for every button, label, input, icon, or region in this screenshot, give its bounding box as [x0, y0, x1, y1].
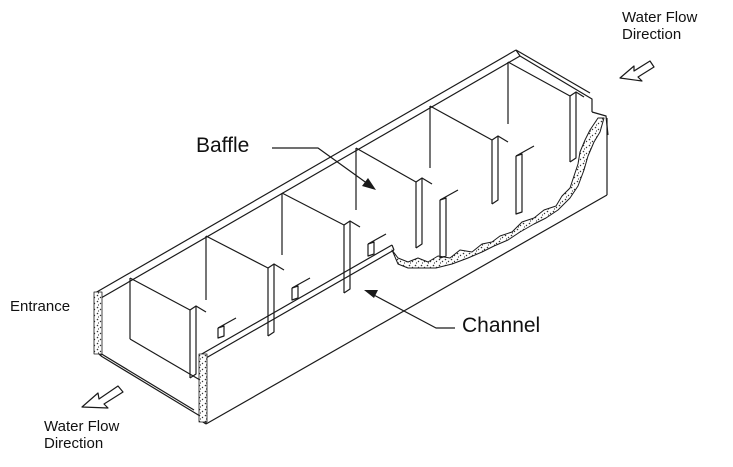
water-flow-label-top-line1: Water Flow: [622, 9, 698, 26]
channel-label: Channel: [462, 314, 541, 337]
water-flow-label-bottom: Water Flow Direction: [44, 418, 119, 453]
water-flow-label-bottom-line1: Water Flow: [44, 418, 120, 435]
far-end-wall: [515, 49, 609, 136]
baffle-3: [281, 192, 387, 294]
channel-pointer-arrowhead: [364, 290, 378, 298]
baffle-pointer-arrowhead: [362, 178, 376, 190]
water-flow-label-bottom-line2: Direction: [44, 435, 104, 453]
baffle-4: [355, 147, 459, 259]
channel-pointer-line: [371, 293, 455, 329]
water-flow-label-top-line2: Direction: [622, 26, 682, 44]
baffle-5: [429, 105, 535, 215]
entrance-label: Entrance: [10, 298, 71, 315]
water-flow-label-top: Water Flow Direction: [622, 9, 697, 44]
broken-wall-edge: [391, 117, 605, 269]
baffle-1: [129, 277, 237, 379]
water-flow-arrow-top-icon: [619, 60, 655, 82]
baffle-2: [205, 235, 311, 337]
entrance-end-wall: [93, 291, 201, 417]
water-flow-arrow-bottom-icon: [81, 385, 124, 409]
baffle-label: Baffle: [196, 134, 250, 157]
baffle-pointer-line: [272, 147, 369, 185]
baffle-6: [507, 61, 585, 163]
floor-line: [129, 338, 201, 381]
front-wall: [198, 118, 608, 425]
